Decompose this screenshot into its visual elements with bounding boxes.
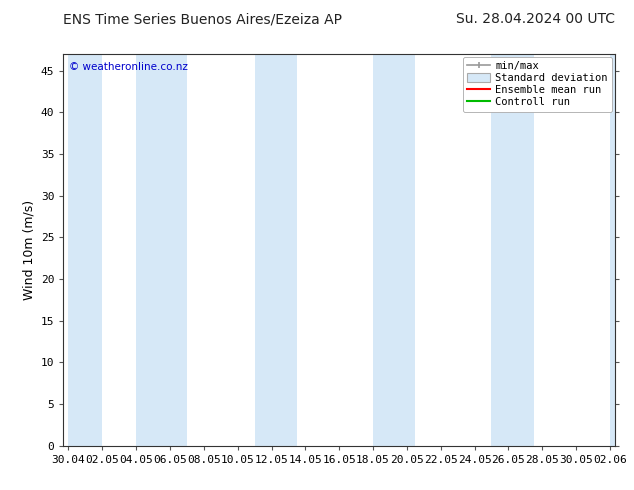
Bar [136,54,187,446]
Bar [255,54,297,446]
Text: ENS Time Series Buenos Aires/Ezeiza AP: ENS Time Series Buenos Aires/Ezeiza AP [63,12,342,26]
Y-axis label: Wind 10m (m/s): Wind 10m (m/s) [22,200,36,300]
Legend: min/max, Standard deviation, Ensemble mean run, Controll run: min/max, Standard deviation, Ensemble me… [463,57,612,112]
Text: © weatheronline.co.nz: © weatheronline.co.nz [69,62,188,72]
Bar [610,54,634,446]
Bar [373,54,415,446]
Bar [68,54,102,446]
Bar [491,54,534,446]
Text: Su. 28.04.2024 00 UTC: Su. 28.04.2024 00 UTC [456,12,615,26]
